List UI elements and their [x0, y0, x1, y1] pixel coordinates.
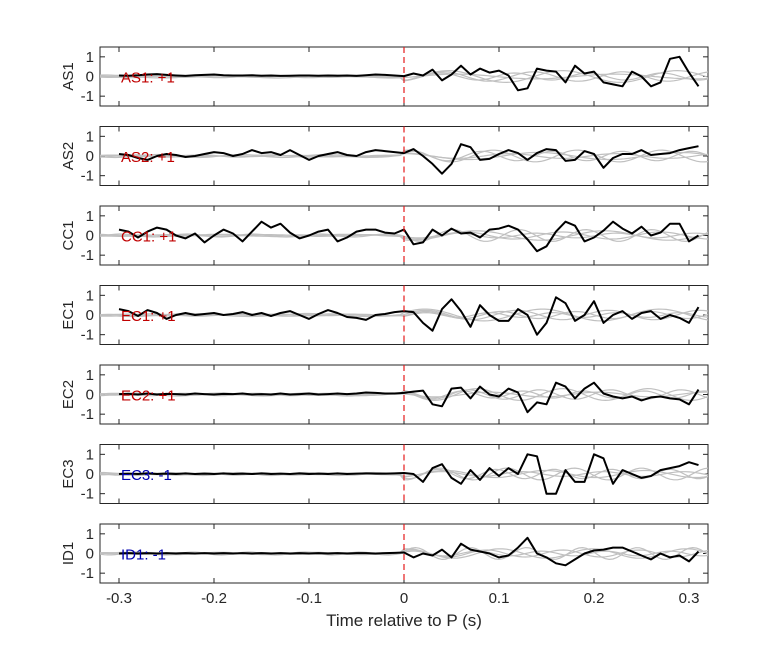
y-tick-label: 0: [86, 466, 94, 483]
y-tick-label: 0: [86, 546, 94, 563]
y-axis-label: EC1: [60, 300, 77, 329]
x-tick-label: 0: [400, 590, 408, 607]
main-trace: [118, 453, 699, 495]
y-axis-label: ID1: [60, 542, 77, 565]
polarity-annotation: EC3: -1: [121, 467, 172, 484]
x-tick-label: -0.3: [106, 590, 132, 607]
y-tick-label: -1: [81, 247, 94, 264]
y-axis-label: AS1: [60, 62, 77, 90]
x-tick-label: -0.2: [201, 590, 227, 607]
y-tick-label: 1: [86, 526, 94, 543]
x-tick-label: -0.1: [296, 590, 322, 607]
polarity-annotation: AS2: +1: [121, 149, 175, 166]
main-trace: [118, 296, 700, 336]
x-axis-label: Time relative to P (s): [326, 611, 482, 630]
y-axis-label: CC1: [60, 220, 77, 250]
y-tick-label: -1: [81, 406, 94, 423]
y-tick-label: 1: [86, 367, 94, 384]
y-tick-label: 1: [86, 49, 94, 66]
polarity-annotation: AS1: +1: [121, 70, 175, 87]
main-trace: [118, 220, 700, 253]
polarity-annotation: CC1: +1: [121, 229, 176, 246]
y-tick-label: 1: [86, 128, 94, 145]
main-trace: [118, 55, 700, 92]
y-tick-label: 0: [86, 307, 94, 324]
polarity-annotation: EC2: +1: [121, 388, 176, 405]
main-trace: [118, 143, 699, 175]
x-tick-label: 0.3: [679, 590, 700, 607]
y-tick-label: 1: [86, 446, 94, 463]
y-tick-label: 0: [86, 148, 94, 165]
main-trace: [118, 536, 700, 567]
y-axis-label: EC2: [60, 380, 77, 409]
y-tick-label: 0: [86, 228, 94, 245]
y-tick-label: -1: [81, 327, 94, 344]
y-tick-label: 1: [86, 208, 94, 225]
y-tick-label: 0: [86, 387, 94, 404]
polarity-annotation: ID1: -1: [121, 547, 166, 564]
y-tick-label: 0: [86, 69, 94, 86]
y-tick-label: -1: [81, 486, 94, 503]
y-axis-label: EC3: [60, 459, 77, 488]
x-tick-label: 0.1: [489, 590, 510, 607]
x-tick-label: 0.2: [584, 590, 605, 607]
y-tick-label: -1: [81, 88, 94, 105]
y-tick-label: -1: [81, 565, 94, 582]
y-tick-label: -1: [81, 168, 94, 185]
y-axis-label: AS2: [60, 142, 77, 170]
y-tick-label: 1: [86, 287, 94, 304]
polarity-annotation: EC1: +1: [121, 308, 176, 325]
main-trace: [118, 381, 700, 414]
